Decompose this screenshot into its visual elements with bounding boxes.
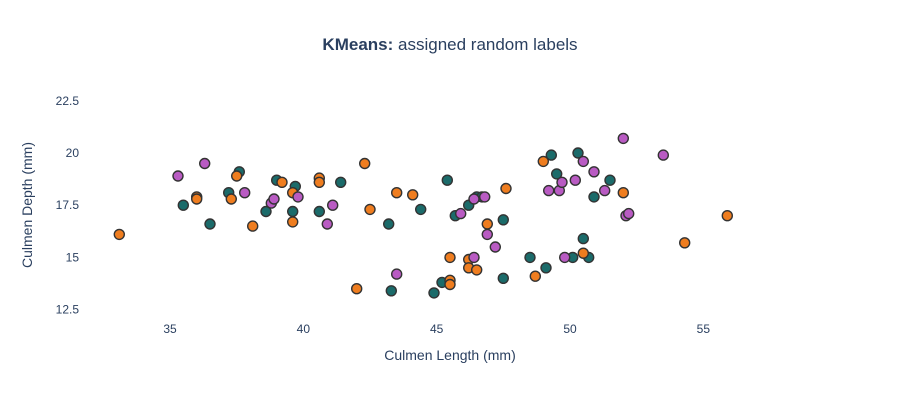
scatter-point-label-0[interactable]	[385, 285, 397, 297]
scatter-point-label-0[interactable]	[588, 191, 600, 203]
scatter-point-label-2[interactable]	[479, 191, 491, 203]
x-axis-ticks: 35 40 45 50 55	[163, 322, 710, 336]
scatter-point-label-1[interactable]	[577, 247, 589, 259]
scatter-point-label-1[interactable]	[391, 186, 403, 199]
scatter-point-label-0[interactable]	[260, 205, 272, 218]
x-axis-title: Culmen Length (mm)	[384, 347, 516, 363]
scatter-point-label-2[interactable]	[481, 228, 493, 241]
scatter-point-label-1[interactable]	[190, 193, 203, 205]
scatter-point-label-0[interactable]	[545, 149, 557, 161]
x-tick-label: 45	[430, 322, 444, 336]
scatter-point-label-1[interactable]	[617, 186, 629, 199]
scatter-point-label-1[interactable]	[225, 193, 238, 205]
scatter-point-label-0[interactable]	[604, 174, 616, 186]
scatter-point-label-1[interactable]	[537, 155, 549, 168]
chart-title: KMeans: assigned random labels	[322, 35, 577, 54]
y-axis-title: Culmen Depth (mm)	[19, 142, 35, 268]
scatter-point-label-1[interactable]	[500, 182, 512, 195]
scatter-point-label-0[interactable]	[177, 199, 190, 211]
scatter-point-label-0[interactable]	[524, 251, 536, 264]
scatter-point-label-2[interactable]	[321, 218, 333, 230]
scatter-point-label-1[interactable]	[246, 220, 259, 232]
scatter-point-label-0[interactable]	[428, 287, 440, 299]
scatter-point-label-2[interactable]	[172, 170, 184, 182]
scatter-point-label-1[interactable]	[444, 251, 456, 264]
y-tick-label: 20	[66, 146, 80, 160]
scatter-point-label-0[interactable]	[335, 176, 347, 189]
scatter-point-label-2[interactable]	[292, 191, 304, 203]
scatter-point-label-2[interactable]	[588, 166, 600, 178]
x-tick-label: 35	[163, 322, 177, 336]
scatter-point-label-0[interactable]	[540, 262, 552, 274]
chart-title-bold: KMeans:	[322, 35, 393, 54]
scatter-point-label-1[interactable]	[529, 270, 541, 282]
y-axis-ticks: 12.5 15 17.5 20 22.5	[56, 94, 80, 317]
scatter-point-label-0[interactable]	[313, 205, 325, 218]
scatter-point-label-1[interactable]	[407, 189, 419, 201]
scatter-point-label-1[interactable]	[276, 176, 288, 189]
scatter-point-label-1[interactable]	[471, 264, 483, 276]
scatter-point-label-2[interactable]	[623, 207, 635, 220]
scatter-point-label-0[interactable]	[497, 214, 509, 226]
y-tick-label: 12.5	[56, 303, 80, 317]
scatter-point-label-2[interactable]	[327, 199, 339, 211]
x-tick-label: 40	[297, 322, 311, 336]
scatter-point-label-0[interactable]	[383, 218, 395, 230]
scatter-point-label-2[interactable]	[489, 241, 501, 253]
scatter-point-label-2[interactable]	[198, 157, 211, 170]
scatter-point-label-0[interactable]	[551, 168, 563, 180]
scatter-point-label-1[interactable]	[351, 283, 363, 295]
scatter-point-label-2[interactable]	[455, 207, 467, 220]
scatter-point-label-1[interactable]	[481, 218, 493, 230]
scatter-point-label-1[interactable]	[444, 278, 456, 291]
scatter-point-label-0[interactable]	[287, 205, 299, 218]
scatter-point-label-1[interactable]	[287, 216, 299, 228]
scatter-point-label-0[interactable]	[572, 147, 584, 159]
plot-area[interactable]	[113, 132, 733, 299]
scatter-point-label-2[interactable]	[569, 174, 581, 186]
scatter-point-label-2[interactable]	[543, 184, 555, 197]
scatter-point-label-2[interactable]	[391, 268, 403, 280]
scatter-point-label-2[interactable]	[556, 176, 568, 189]
scatter-point-label-2[interactable]	[559, 251, 571, 264]
scatter-point-label-2[interactable]	[268, 193, 280, 205]
y-tick-label: 22.5	[56, 94, 80, 108]
x-tick-label: 55	[697, 322, 711, 336]
scatter-point-label-2[interactable]	[657, 149, 669, 161]
scatter-point-label-1[interactable]	[313, 176, 325, 189]
scatter-point-label-1[interactable]	[230, 170, 243, 182]
chart-title-rest: assigned random labels	[393, 35, 577, 54]
y-tick-label: 15	[66, 250, 80, 264]
y-tick-label: 17.5	[56, 198, 80, 212]
scatter-point-label-1[interactable]	[721, 209, 733, 222]
scatter-point-label-1[interactable]	[113, 228, 126, 241]
scatter-point-label-2[interactable]	[238, 186, 251, 199]
scatter-point-label-1[interactable]	[679, 237, 691, 249]
x-tick-label: 50	[563, 322, 577, 336]
scatter-point-label-1[interactable]	[364, 203, 376, 216]
scatter-point-label-0[interactable]	[441, 174, 453, 186]
scatter-point-label-2[interactable]	[468, 193, 480, 205]
scatter-point-label-0[interactable]	[415, 203, 427, 216]
scatter-point-label-0[interactable]	[497, 272, 509, 284]
scatter-point-label-2[interactable]	[468, 251, 480, 264]
scatter-point-label-2[interactable]	[617, 132, 629, 145]
scatter-point-label-0[interactable]	[204, 218, 216, 230]
scatter-point-label-1[interactable]	[359, 157, 371, 170]
scatter-point-label-0[interactable]	[577, 232, 589, 245]
scatter-point-label-2[interactable]	[577, 155, 589, 168]
scatter-point-label-2[interactable]	[599, 184, 611, 197]
